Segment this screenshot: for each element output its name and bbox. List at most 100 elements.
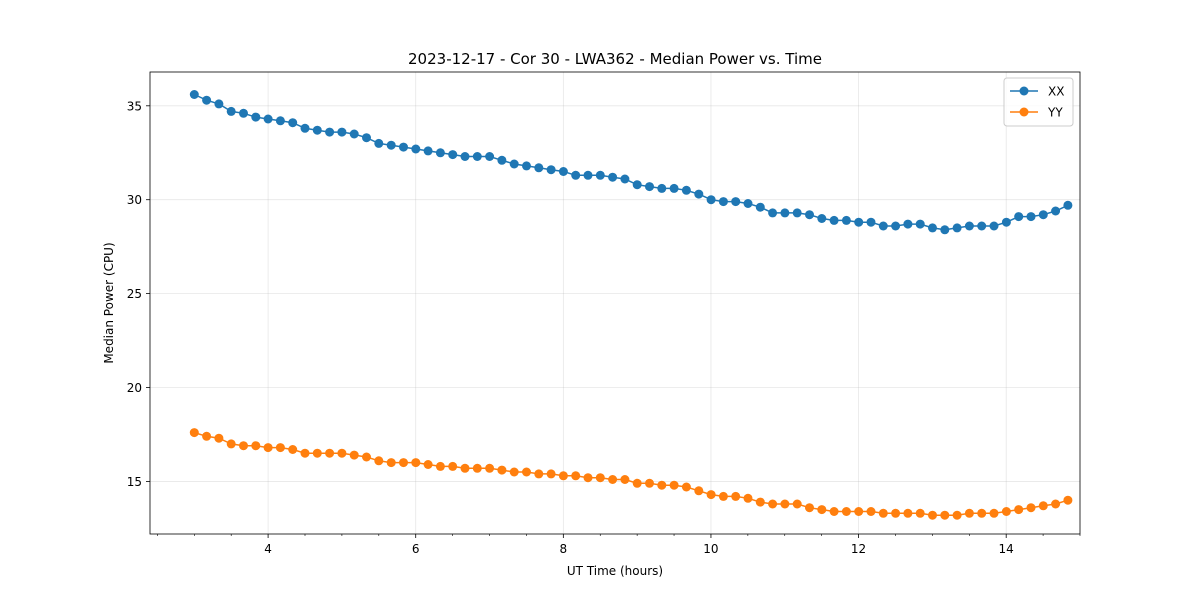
data-point-xx [435,148,445,158]
data-point-yy [805,503,814,513]
data-point-yy [743,493,753,503]
x-tick-label: 4 [264,542,272,556]
y-axis-label: Median Power (CPU) [102,242,116,363]
data-point-yy [694,486,704,496]
y-tick-label: 35 [127,99,142,113]
data-point-xx [817,214,827,223]
axis-ticks: 4 6 8 10 12 14 15 20 25 30 35 [127,99,1014,556]
legend-label-xx: XX [1048,85,1064,99]
data-point-xx [706,195,716,205]
data-point-xx [214,99,224,109]
data-point-yy [485,463,495,473]
data-point-yy [509,467,519,477]
data-point-yy [768,499,778,509]
data-point-yy [780,499,790,509]
data-point-yy [263,443,273,453]
data-point-yy [583,473,593,483]
x-tick-label: 8 [560,542,568,556]
data-point-xx [964,221,974,231]
data-point-xx [509,159,519,169]
data-point-xx [497,155,507,165]
legend-marker-yy [1019,107,1029,117]
data-point-yy [903,508,913,518]
data-point-xx [669,183,679,193]
data-point-yy [915,508,925,518]
data-point-yy [546,469,556,479]
data-point-xx [595,170,605,180]
data-point-xx [362,133,371,143]
data-point-yy [251,441,261,451]
data-point-xx [386,140,396,150]
data-point-xx [1001,217,1011,227]
data-point-xx [608,172,618,182]
plot-frame [149,71,1081,535]
data-point-xx [423,146,433,156]
data-point-xx [349,129,359,139]
data-point-yy [928,510,937,520]
x-tick-label: 10 [703,542,718,556]
data-point-xx [337,127,347,137]
data-point-xx [374,138,384,148]
chart-title: 2023-12-17 - Cor 30 - LWA362 - Median Po… [408,50,822,68]
data-point-yy [214,433,224,443]
data-point-xx [952,223,962,233]
grid [150,72,1080,534]
data-point-yy [534,469,544,479]
data-point-yy [878,508,888,518]
data-point-yy [657,480,667,490]
data-point-yy [632,478,642,488]
data-point-xx [755,202,765,212]
data-point-yy [522,467,531,477]
data-point-xx [300,123,310,133]
data-point-xx [768,208,778,218]
data-point-yy [940,510,950,520]
data-point-yy [645,478,654,488]
data-point-xx [546,165,556,175]
data-point-xx [583,170,593,180]
data-point-xx [731,197,741,207]
data-point-xx [780,208,790,218]
data-point-yy [571,471,581,481]
data-point-xx [657,183,667,193]
data-point-yy [435,461,445,471]
data-point-yy [374,456,384,466]
data-point-xx [681,185,691,195]
data-point-xx [571,170,581,180]
data-point-xx [620,174,630,184]
data-point-yy [669,480,679,490]
data-point-yy [1014,505,1024,515]
data-point-yy [620,475,630,484]
data-point-xx [558,167,568,176]
data-point-xx [399,142,408,152]
data-point-xx [275,116,285,126]
data-point-yy [891,508,901,518]
data-point-yy [288,445,298,454]
data-point-yy [337,448,347,458]
data-point-xx [251,112,261,122]
data-point-xx [854,217,864,227]
data-point-xx [977,221,987,231]
legend-marker-xx [1019,86,1029,96]
y-tick-label: 30 [127,193,142,207]
data-point-yy [1063,495,1073,505]
data-point-yy [1001,507,1011,516]
data-point-yy [325,448,335,458]
data-point-yy [300,448,310,458]
data-point-xx [903,219,913,229]
data-point-yy [411,458,421,468]
data-point-yy [608,475,618,484]
data-point-xx [288,118,298,128]
data-point-xx [915,219,925,229]
data-point-yy [755,497,765,507]
data-point-xx [694,189,704,199]
data-point-yy [731,491,741,501]
series-yy [189,428,1073,520]
y-tick-label: 25 [127,287,142,301]
x-tick-label: 6 [412,542,420,556]
data-point-xx [485,152,495,161]
data-point-yy [460,463,470,473]
x-tick-label: 12 [851,542,866,556]
data-point-xx [263,114,273,124]
